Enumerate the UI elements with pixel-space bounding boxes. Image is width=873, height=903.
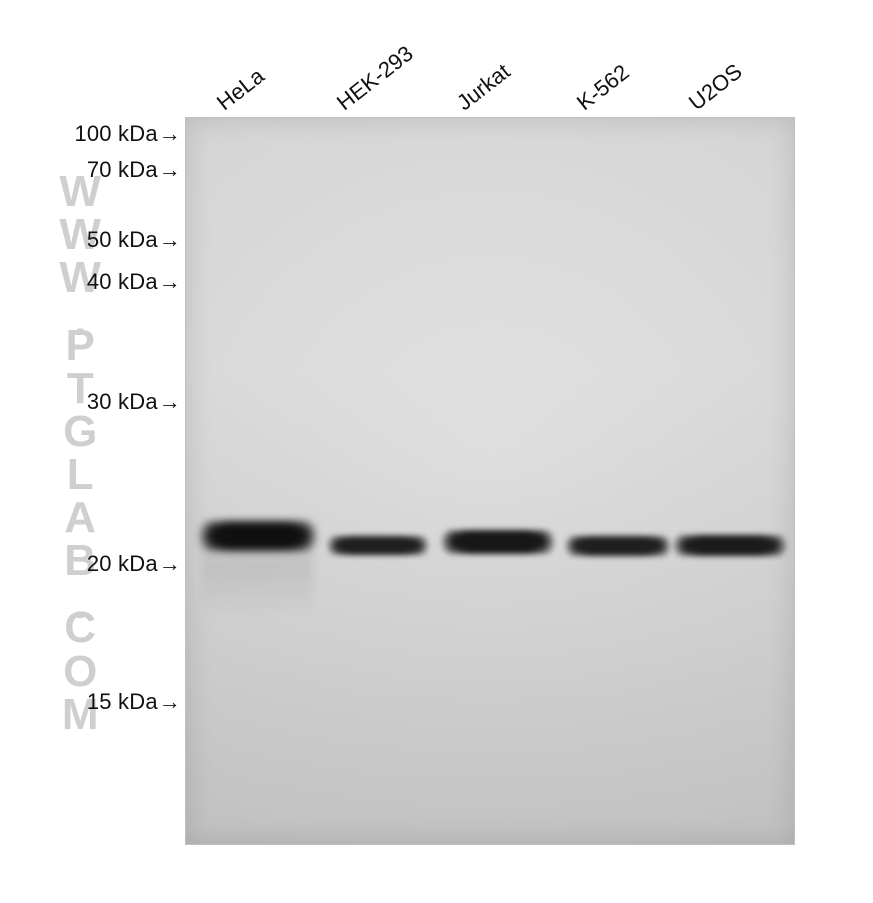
mw-unit: kDa [112,269,158,294]
watermark-char: L [56,453,104,497]
blot-membrane [185,117,795,845]
mw-value: 70 [87,157,112,182]
mw-label-20kda: 20 kDa→ [87,551,181,577]
lane-label-k-562: K-562 [572,59,634,116]
mw-value: 30 [87,389,112,414]
mw-arrow-icon: → [159,157,181,183]
mw-unit: kDa [112,689,158,714]
mw-arrow-icon: → [159,689,181,715]
watermark-char: A [56,496,104,540]
mw-label-70kda: 70 kDa→ [87,157,181,183]
mw-arrow-icon: → [159,551,181,577]
band-lane3 [442,530,554,554]
band-lane2 [328,536,428,555]
mw-unit: kDa [112,157,158,182]
lane-label-u2os: U2OS [684,59,747,116]
watermark-char: G [56,410,104,454]
lane-label-hek-293: HEK-293 [332,41,418,116]
mw-unit: kDa [112,121,158,146]
watermark-char: C [56,606,104,650]
mw-label-15kda: 15 kDa→ [87,689,181,715]
watermark-char: . [56,299,104,343]
mw-unit: kDa [112,227,158,252]
band-core [449,534,548,549]
mw-value: 20 [87,551,112,576]
mw-unit: kDa [112,389,158,414]
mw-arrow-icon: → [159,269,181,295]
mw-label-30kda: 30 kDa→ [87,389,181,415]
mw-arrow-icon: → [159,227,181,253]
lane-label-hela: HeLa [212,63,269,116]
watermark-char: P [56,324,104,368]
mw-value: 50 [87,227,112,252]
mw-label-40kda: 40 kDa→ [87,269,181,295]
watermark-char: . [56,582,104,626]
band-core [572,539,664,552]
band-core [681,539,780,552]
mw-arrow-icon: → [159,121,181,147]
band-lane5 [674,535,786,556]
mw-label-50kda: 50 kDa→ [87,227,181,253]
mw-value: 15 [87,689,112,714]
mw-arrow-icon: → [159,389,181,415]
watermark-char: O [56,650,104,694]
mw-value: 100 [74,121,111,146]
band-lane1 [200,521,316,551]
band-core [334,539,422,551]
band-core [207,526,309,545]
mw-unit: kDa [112,551,158,576]
mw-value: 40 [87,269,112,294]
mw-label-100kda: 100 kDa→ [74,121,181,147]
band-lane4 [566,536,670,556]
figure-stage: WWW.PTGLAB.COM 100 kDa→70 kDa→50 kDa→40 … [0,0,873,903]
lane-label-jurkat: Jurkat [452,59,515,116]
